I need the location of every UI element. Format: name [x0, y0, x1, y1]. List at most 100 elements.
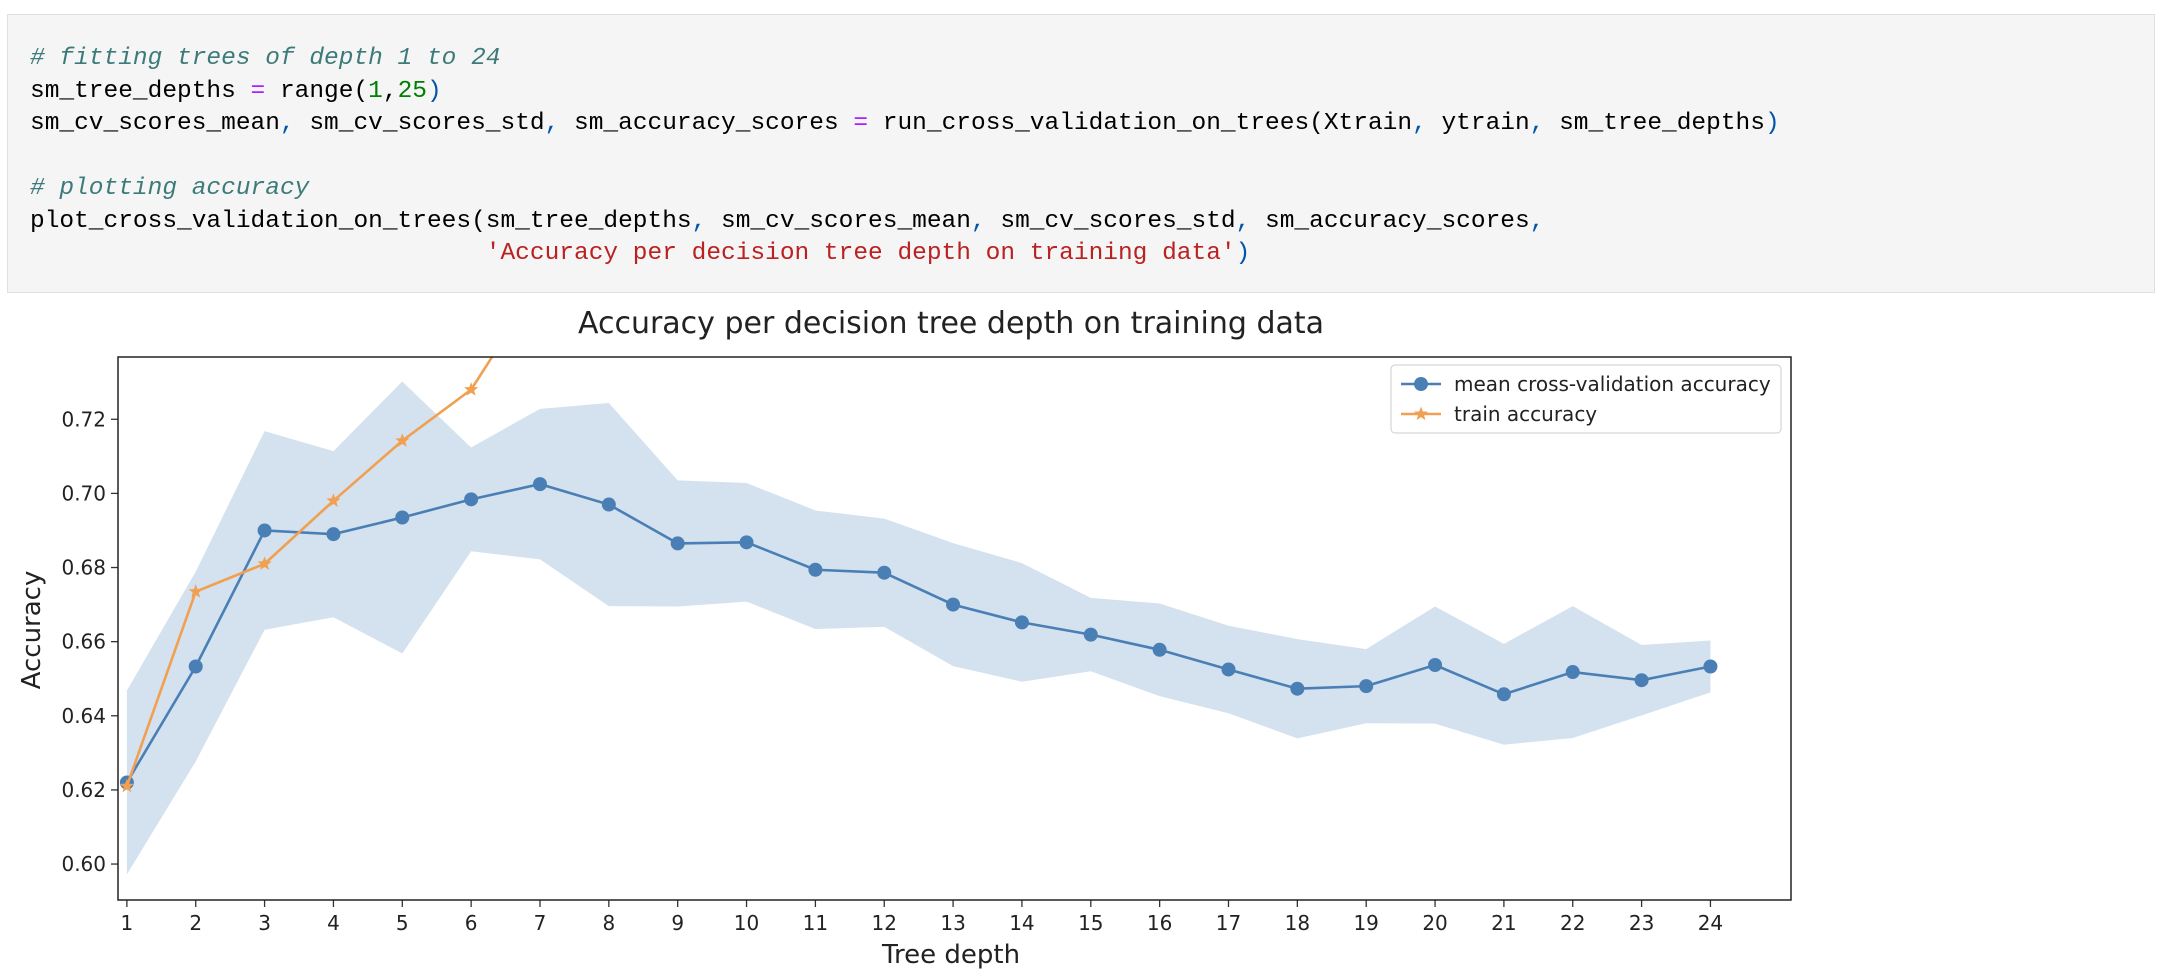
- x-tick-label: 22: [1560, 911, 1585, 935]
- point: [808, 562, 823, 577]
- point: [877, 565, 892, 580]
- x-tick-label: 17: [1216, 911, 1241, 935]
- point: [395, 510, 410, 525]
- code-line: sm_tree_depths = range(1,25): [30, 76, 2154, 109]
- y-tick-label: 0.66: [61, 630, 106, 654]
- point: [670, 536, 685, 551]
- x-tick-label: 16: [1147, 911, 1172, 935]
- legend-marker: [1413, 406, 1429, 421]
- code-token: sm_cv_scores_std: [1000, 207, 1236, 235]
- point: [1152, 642, 1167, 657]
- x-tick-label: 15: [1078, 911, 1103, 935]
- y-tick-label: 0.60: [61, 852, 106, 876]
- x-axis-label: Tree depth: [881, 940, 1020, 970]
- x-tick-label: 11: [803, 911, 828, 935]
- y-tick-label: 0.64: [61, 704, 106, 728]
- x-tick-label: 18: [1285, 911, 1310, 935]
- code-token: ,: [1529, 207, 1545, 235]
- y-tick-label: 0.72: [61, 407, 106, 431]
- point: [1083, 627, 1098, 642]
- code-token: ,: [1412, 110, 1442, 137]
- x-tick-label: 21: [1491, 911, 1516, 935]
- point: [533, 275, 547, 289]
- point: [119, 778, 135, 793]
- code-token: run_cross_validation_on_trees(Xtrain: [868, 110, 1413, 137]
- point: [1359, 679, 1374, 694]
- chart-title: Accuracy per decision tree depth on trai…: [578, 306, 1324, 341]
- point: [1221, 662, 1236, 677]
- point: [946, 597, 961, 612]
- point: [464, 492, 479, 507]
- x-tick-label: 1: [121, 911, 134, 935]
- point: [395, 433, 410, 447]
- series-line: [125, 482, 1711, 784]
- code-token: sm_cv_scores_mean: [30, 110, 280, 137]
- code-token: # fitting trees of depth 1 to 24: [30, 45, 501, 72]
- legend-label: mean cross-validation accuracy: [1454, 372, 1771, 396]
- code-line: 'Accuracy per decision tree depth on tra…: [30, 238, 2154, 271]
- x-tick-label: 8: [602, 911, 615, 935]
- point: [601, 497, 616, 512]
- code-token: =: [250, 77, 266, 105]
- code-token: range(: [265, 77, 369, 105]
- y-tick-label: 0.70: [61, 481, 106, 505]
- code-token: ): [426, 77, 442, 105]
- code-token: 1: [368, 77, 383, 105]
- code-line: sm_cv_scores_mean, sm_cv_scores_std, sm_…: [30, 108, 2154, 141]
- code-token: =: [853, 110, 869, 137]
- code-token: 'Accuracy per decision tree depth on tra…: [485, 240, 1236, 267]
- point: [326, 493, 341, 507]
- point: [1428, 658, 1443, 673]
- x-tick-label: 9: [671, 911, 684, 935]
- code-token: plot_cross_validation_on_trees(sm_tree_d…: [30, 207, 692, 235]
- code-cell: # fitting trees of depth 1 to 24 sm_tree_…: [7, 14, 2155, 293]
- y-axis-label: Accuracy: [17, 571, 47, 690]
- code-token: sm_cv_scores_std: [309, 110, 545, 137]
- point: [188, 659, 203, 674]
- x-tick-label: 14: [1009, 911, 1034, 935]
- code-token: sm_tree_depths: [1559, 110, 1765, 137]
- point: [739, 535, 754, 550]
- plot-area: [119, 275, 1718, 875]
- code-token: sm_tree_depths: [30, 77, 251, 105]
- point: [464, 382, 479, 396]
- y-tick-label: 0.68: [61, 556, 106, 580]
- code-token: ): [1235, 240, 1251, 267]
- x-tick-label: 2: [189, 911, 202, 935]
- std-band: [126, 381, 1711, 875]
- point: [188, 584, 203, 598]
- x-tick-label: 13: [940, 911, 965, 935]
- code-line: # plotting accuracy: [30, 173, 2154, 206]
- x-tick-label: 6: [465, 911, 478, 935]
- code-token: sm_cv_scores_mean: [721, 207, 971, 235]
- code-token: sm_accuracy_scores: [574, 110, 854, 137]
- code-token: ,: [382, 77, 398, 105]
- x-tick-label: 5: [396, 911, 409, 935]
- x-tick-label: 7: [534, 911, 547, 935]
- x-tick-label: 12: [872, 911, 897, 935]
- point: [326, 527, 341, 542]
- code-token: ): [1764, 110, 1780, 137]
- code-token: ,: [279, 110, 310, 137]
- code-token: ,: [1529, 110, 1560, 137]
- x-tick-label: 19: [1353, 911, 1378, 935]
- legend-label: train accuracy: [1454, 402, 1597, 426]
- code-token: ytrain: [1441, 110, 1530, 137]
- code-line: plot_cross_validation_on_trees(sm_tree_d…: [30, 206, 2154, 239]
- point: [1290, 681, 1305, 696]
- x-tick-label: 20: [1422, 911, 1447, 935]
- point: [1634, 673, 1649, 688]
- point: [1703, 659, 1718, 674]
- code-token: 25: [397, 77, 427, 105]
- point: [1496, 687, 1511, 702]
- legend-box: [1390, 364, 1782, 434]
- code-token: sm_accuracy_scores: [1265, 207, 1530, 235]
- point: [257, 523, 272, 538]
- point: [532, 477, 547, 492]
- y-tick-label: 0.62: [61, 778, 106, 802]
- point: [1014, 615, 1029, 630]
- x-tick-label: 24: [1698, 911, 1723, 935]
- point: [1565, 665, 1580, 680]
